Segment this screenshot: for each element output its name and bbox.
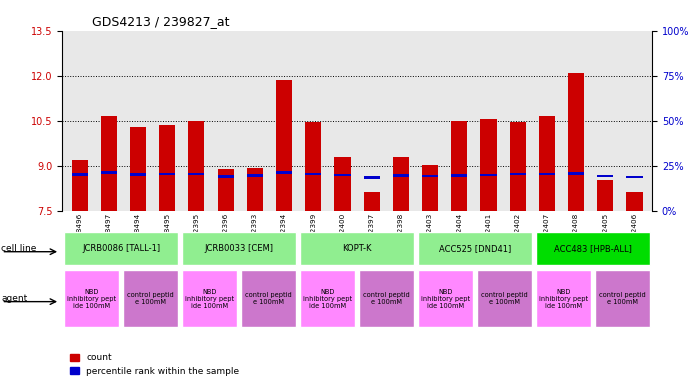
Bar xyxy=(536,270,591,327)
Text: JCRB0086 [TALL-1]: JCRB0086 [TALL-1] xyxy=(82,244,160,253)
Bar xyxy=(480,119,497,211)
Bar xyxy=(568,73,584,211)
Text: NBD
inhibitory pept
ide 100mM: NBD inhibitory pept ide 100mM xyxy=(185,288,234,309)
Bar xyxy=(422,175,438,177)
Bar xyxy=(130,173,146,176)
Bar xyxy=(101,116,117,211)
Text: NBD
inhibitory pept
ide 100mM: NBD inhibitory pept ide 100mM xyxy=(303,288,352,309)
Bar xyxy=(305,173,322,175)
Bar xyxy=(627,192,642,211)
Text: ACC483 [HPB-ALL]: ACC483 [HPB-ALL] xyxy=(554,244,632,253)
Bar xyxy=(539,173,555,175)
Bar xyxy=(568,172,584,175)
Legend: count, percentile rank within the sample: count, percentile rank within the sample xyxy=(67,350,243,379)
Bar xyxy=(188,121,204,211)
Text: control peptid
e 100mM: control peptid e 100mM xyxy=(245,292,292,305)
Bar xyxy=(123,270,178,327)
Bar xyxy=(627,176,642,179)
Bar xyxy=(72,160,88,211)
Bar xyxy=(276,80,292,211)
Text: cell line: cell line xyxy=(1,244,37,253)
Bar xyxy=(451,174,467,177)
Text: ACC525 [DND41]: ACC525 [DND41] xyxy=(439,244,511,253)
Bar xyxy=(247,167,263,211)
Bar xyxy=(182,270,237,327)
Bar xyxy=(241,270,296,327)
Bar xyxy=(101,172,117,174)
Bar xyxy=(130,127,146,211)
Bar xyxy=(480,174,497,176)
Bar xyxy=(276,172,292,174)
Bar xyxy=(159,126,175,211)
Bar xyxy=(335,174,351,176)
Bar xyxy=(188,173,204,175)
Bar xyxy=(536,232,650,265)
Bar xyxy=(364,176,380,179)
Bar xyxy=(300,232,414,265)
Text: control peptid
e 100mM: control peptid e 100mM xyxy=(127,292,174,305)
Bar xyxy=(510,122,526,211)
Text: NBD
inhibitory pept
ide 100mM: NBD inhibitory pept ide 100mM xyxy=(421,288,470,309)
Bar xyxy=(393,157,409,211)
Text: GDS4213 / 239827_at: GDS4213 / 239827_at xyxy=(92,15,229,28)
Bar xyxy=(182,232,296,265)
Bar xyxy=(64,270,119,327)
Text: control peptid
e 100mM: control peptid e 100mM xyxy=(363,292,410,305)
Bar xyxy=(539,116,555,211)
Bar xyxy=(595,270,650,327)
Bar xyxy=(335,157,351,211)
Bar xyxy=(247,174,263,177)
Bar xyxy=(451,121,467,211)
Text: agent: agent xyxy=(1,294,28,303)
Bar xyxy=(305,122,322,211)
Bar xyxy=(598,174,613,177)
Bar xyxy=(217,175,234,178)
Bar xyxy=(300,270,355,327)
Text: KOPT-K: KOPT-K xyxy=(342,244,372,253)
Bar xyxy=(159,173,175,175)
Bar xyxy=(72,173,88,176)
Text: control peptid
e 100mM: control peptid e 100mM xyxy=(599,292,646,305)
Bar xyxy=(510,173,526,175)
Bar xyxy=(422,165,438,211)
Bar xyxy=(359,270,414,327)
Text: NBD
inhibitory pept
ide 100mM: NBD inhibitory pept ide 100mM xyxy=(539,288,588,309)
Bar xyxy=(217,169,234,211)
Bar xyxy=(64,232,178,265)
Text: control peptid
e 100mM: control peptid e 100mM xyxy=(481,292,528,305)
Text: NBD
inhibitory pept
ide 100mM: NBD inhibitory pept ide 100mM xyxy=(67,288,116,309)
Bar xyxy=(598,180,613,211)
Bar xyxy=(393,174,409,177)
Bar xyxy=(418,232,532,265)
Bar xyxy=(477,270,532,327)
Bar xyxy=(364,192,380,211)
Bar xyxy=(418,270,473,327)
Text: JCRB0033 [CEM]: JCRB0033 [CEM] xyxy=(204,244,273,253)
